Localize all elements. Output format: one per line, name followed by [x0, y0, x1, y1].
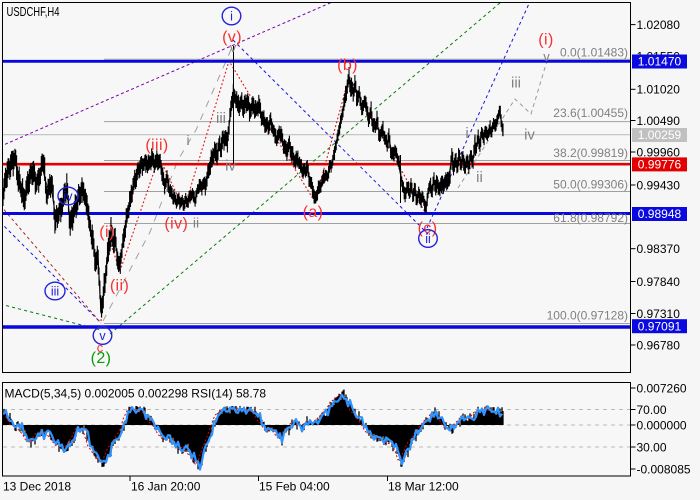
svg-text:0.97091: 0.97091: [638, 319, 682, 333]
svg-text:(iii): (iii): [145, 137, 168, 154]
svg-text:0.99430: 0.99430: [637, 178, 681, 192]
svg-text:(i): (i): [538, 32, 553, 49]
svg-text:(iv): (iv): [164, 216, 188, 233]
svg-text:38.2(0.99819): 38.2(0.99819): [553, 146, 628, 160]
svg-text:23.6(1.00455): 23.6(1.00455): [553, 106, 628, 120]
svg-text:16 Jan 20:00: 16 Jan 20:00: [131, 480, 201, 494]
svg-text:30.00: 30.00: [637, 440, 667, 454]
svg-text:-0.008085: -0.008085: [637, 462, 691, 476]
svg-text:0.007260: 0.007260: [637, 381, 687, 395]
svg-text:100.0(0.97128): 100.0(0.97128): [547, 308, 628, 322]
svg-text:61.8(0.98792): 61.8(0.98792): [553, 211, 628, 225]
svg-text:0.97310: 0.97310: [637, 307, 681, 321]
svg-text:0.0(1.01483): 0.0(1.01483): [560, 46, 628, 60]
svg-text:c: c: [97, 340, 104, 355]
svg-text:0.98948: 0.98948: [638, 207, 682, 221]
svg-text:0.99776: 0.99776: [638, 158, 682, 172]
svg-text:ii: ii: [476, 169, 483, 186]
svg-text:18 Mar 12:00: 18 Mar 12:00: [388, 480, 459, 494]
svg-text:1.01020: 1.01020: [637, 83, 681, 97]
svg-text:ii: ii: [193, 215, 199, 231]
svg-text:MACD(5,34,5) 0.002005 0.002298: MACD(5,34,5) 0.002005 0.002298 RSI(14) 5…: [5, 387, 267, 401]
svg-text:1.00259: 1.00259: [638, 128, 682, 142]
svg-text:0.98370: 0.98370: [637, 242, 681, 256]
svg-text:1.00490: 1.00490: [637, 114, 681, 128]
svg-text:iv: iv: [63, 189, 73, 203]
svg-text:1.01470: 1.01470: [638, 55, 682, 69]
svg-text:(ii): (ii): [110, 278, 129, 295]
svg-text:1.02080: 1.02080: [637, 18, 681, 32]
svg-text:iii: iii: [51, 284, 59, 298]
svg-text:iii: iii: [511, 75, 521, 92]
svg-text:70.00: 70.00: [637, 403, 667, 417]
svg-text:USDCHF,H4: USDCHF,H4: [7, 5, 60, 19]
svg-text:(c): (c): [418, 220, 438, 237]
svg-text:(i): (i): [99, 224, 114, 241]
svg-text:v: v: [99, 329, 106, 343]
svg-text:15 Feb 04:00: 15 Feb 04:00: [259, 480, 330, 494]
svg-text:0.97840: 0.97840: [637, 275, 681, 289]
svg-text:(b): (b): [337, 57, 358, 74]
svg-text:(v): (v): [222, 29, 242, 46]
svg-text:i: i: [230, 9, 233, 23]
svg-text:50.0(0.99306): 50.0(0.99306): [553, 177, 628, 191]
svg-text:0.99960: 0.99960: [637, 145, 681, 159]
svg-text:iv: iv: [225, 158, 236, 175]
svg-text:13 Dec 2018: 13 Dec 2018: [3, 480, 71, 494]
svg-text:0.96780: 0.96780: [637, 338, 681, 352]
svg-text:iii: iii: [216, 110, 226, 127]
svg-text:ii: ii: [425, 232, 431, 246]
svg-text:(a): (a): [303, 204, 324, 221]
svg-text:i: i: [465, 125, 468, 142]
svg-text:0.000000: 0.000000: [637, 418, 687, 432]
svg-text:i: i: [186, 132, 189, 148]
svg-text:iv: iv: [524, 127, 535, 144]
svg-text:v: v: [230, 40, 237, 55]
svg-text:v: v: [543, 49, 550, 64]
svg-text:(2): (2): [91, 350, 112, 367]
